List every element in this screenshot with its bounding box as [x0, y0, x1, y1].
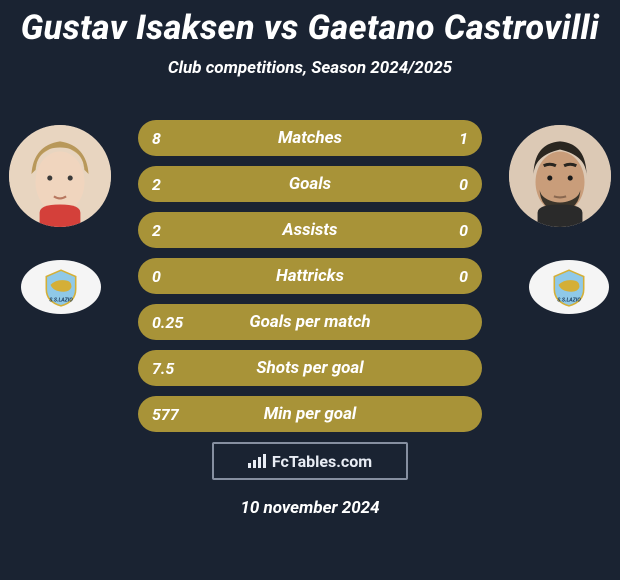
stat-left-value: 0 — [152, 267, 182, 286]
lazio-badge-icon: S.S.LAZIO — [548, 266, 590, 308]
lazio-badge-icon: S.S.LAZIO — [40, 266, 82, 308]
stat-label: Hattricks — [138, 266, 482, 286]
stat-row: 2Assists0 — [138, 212, 482, 248]
stat-left-value: 0.25 — [152, 313, 183, 332]
date-label: 10 november 2024 — [0, 498, 620, 518]
stat-row: 0.25Goals per match — [138, 304, 482, 340]
player-left-avatar — [9, 125, 111, 227]
stat-left-value: 7.5 — [152, 359, 182, 378]
stat-label: Shots per goal — [138, 358, 482, 378]
stat-right-value: 0 — [438, 267, 468, 286]
stat-right-value: 0 — [438, 221, 468, 240]
svg-text:S.S.LAZIO: S.S.LAZIO — [557, 298, 581, 304]
page-title: Gustav Isaksen vs Gaetano Castrovilli — [0, 0, 620, 48]
player-left-face-icon — [9, 125, 111, 227]
stat-left-value: 577 — [152, 405, 182, 424]
stat-label: Matches — [138, 128, 482, 148]
stat-label: Assists — [138, 220, 482, 240]
signal-bars-icon — [248, 454, 266, 468]
subtitle: Club competitions, Season 2024/2025 — [0, 58, 620, 78]
stat-right-value: 0 — [438, 175, 468, 194]
player-right-club-badge: S.S.LAZIO — [529, 260, 609, 314]
player-left-club-badge: S.S.LAZIO — [21, 260, 101, 314]
stat-left-value: 8 — [152, 129, 182, 148]
player-right-avatar — [509, 125, 611, 227]
fctables-logo: FcTables.com — [212, 442, 408, 480]
stat-row: 7.5Shots per goal — [138, 350, 482, 386]
stats-container: 8Matches12Goals02Assists00Hattricks00.25… — [138, 120, 482, 442]
stat-label: Goals — [138, 174, 482, 194]
stat-left-value: 2 — [152, 175, 182, 194]
stat-row: 2Goals0 — [138, 166, 482, 202]
stat-row: 8Matches1 — [138, 120, 482, 156]
svg-text:S.S.LAZIO: S.S.LAZIO — [49, 298, 73, 304]
stat-row: 577Min per goal — [138, 396, 482, 432]
stat-right-value: 1 — [438, 129, 468, 148]
logo-text: FcTables.com — [272, 452, 372, 471]
stat-row: 0Hattricks0 — [138, 258, 482, 294]
stat-left-value: 2 — [152, 221, 182, 240]
player-right-face-icon — [509, 125, 611, 227]
stat-label: Goals per match — [138, 312, 482, 332]
stat-label: Min per goal — [138, 404, 482, 424]
